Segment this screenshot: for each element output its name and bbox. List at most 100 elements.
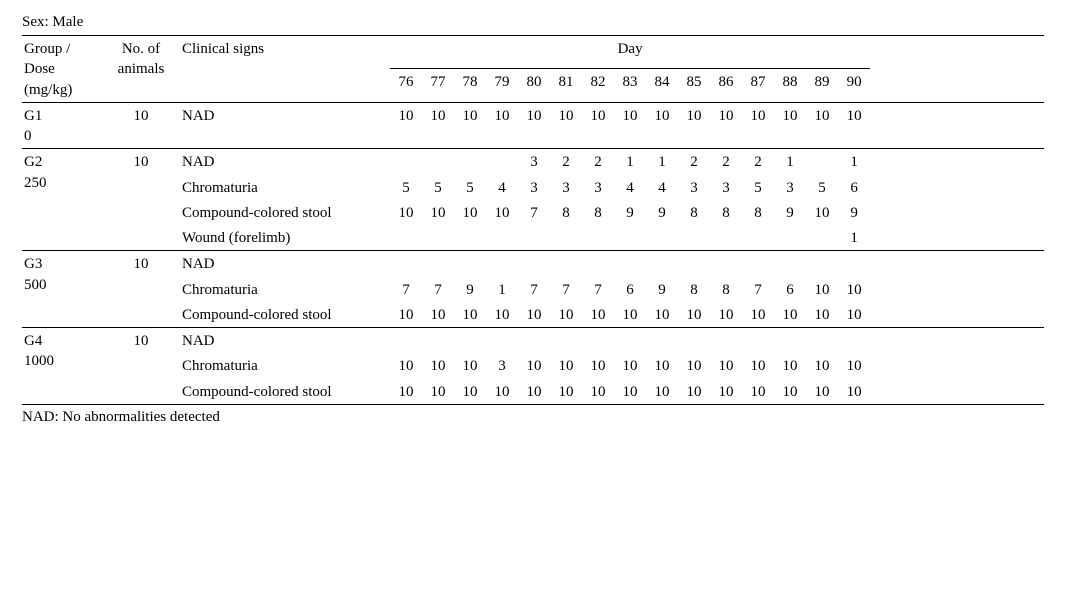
col-header-day-76: 76 [390, 69, 422, 102]
day-value: 1 [646, 149, 678, 175]
col-header-day-90: 90 [838, 69, 870, 102]
day-value: 10 [422, 379, 454, 405]
day-value: 10 [678, 302, 710, 328]
clinical-signs-table: Group /Dose(mg/kg)No. of animalsClinical… [22, 35, 1044, 405]
day-value: 10 [582, 102, 614, 149]
day-value: 10 [838, 302, 870, 328]
day-value: 10 [774, 379, 806, 405]
col-header-day-82: 82 [582, 69, 614, 102]
day-value: 10 [422, 102, 454, 149]
col-header-day-88: 88 [774, 69, 806, 102]
day-value: 10 [806, 379, 838, 405]
day-value [454, 225, 486, 251]
clinical-sign-label: Compound-colored stool [180, 379, 390, 405]
day-value: 6 [838, 175, 870, 200]
day-value: 7 [550, 277, 582, 302]
group-label: G10 [22, 102, 102, 149]
day-value: 10 [390, 302, 422, 328]
group-label: G3500 [22, 251, 102, 328]
day-value [486, 149, 518, 175]
day-value: 10 [838, 102, 870, 149]
day-value [710, 328, 742, 354]
day-value: 1 [838, 149, 870, 175]
clinical-sign-label: NAD [180, 328, 390, 354]
day-value [774, 251, 806, 277]
day-value [646, 328, 678, 354]
day-value: 10 [422, 200, 454, 225]
group-dose: 250 [24, 173, 100, 193]
footnote: NAD: No abnormalities detected [22, 407, 1044, 426]
col-header-clinical-signs: Clinical signs [180, 36, 390, 103]
clinical-sign-label: NAD [180, 149, 390, 175]
day-value: 10 [646, 302, 678, 328]
day-value: 1 [486, 277, 518, 302]
day-value: 10 [710, 102, 742, 149]
col-header-day: Day [390, 36, 870, 69]
day-value [614, 328, 646, 354]
day-value: 10 [550, 302, 582, 328]
day-value [838, 328, 870, 354]
day-value: 8 [550, 200, 582, 225]
day-value: 7 [422, 277, 454, 302]
day-value: 10 [390, 102, 422, 149]
day-value: 10 [646, 102, 678, 149]
day-value: 10 [614, 353, 646, 378]
day-value [582, 328, 614, 354]
day-value: 10 [806, 102, 838, 149]
day-value: 10 [838, 353, 870, 378]
day-value [710, 225, 742, 251]
day-value: 10 [582, 302, 614, 328]
day-value: 10 [486, 102, 518, 149]
group-n-animals: 10 [102, 251, 180, 328]
day-value: 10 [710, 379, 742, 405]
day-value: 10 [646, 353, 678, 378]
day-value [486, 225, 518, 251]
day-value: 10 [742, 102, 774, 149]
day-value [422, 225, 454, 251]
group-n-animals: 10 [102, 328, 180, 405]
col-header-day-86: 86 [710, 69, 742, 102]
day-value: 10 [838, 277, 870, 302]
day-value: 8 [678, 277, 710, 302]
day-value: 10 [806, 200, 838, 225]
day-value [806, 328, 838, 354]
day-value: 10 [614, 379, 646, 405]
day-value: 6 [774, 277, 806, 302]
clinical-sign-label: Chromaturia [180, 175, 390, 200]
day-value: 10 [422, 302, 454, 328]
day-value [806, 225, 838, 251]
col-header-group-dose: Group /Dose(mg/kg) [22, 36, 102, 103]
day-value: 10 [454, 302, 486, 328]
day-value [646, 225, 678, 251]
day-value [774, 328, 806, 354]
day-value: 2 [742, 149, 774, 175]
day-value: 10 [518, 353, 550, 378]
clinical-sign-label: Chromaturia [180, 277, 390, 302]
day-value: 7 [518, 277, 550, 302]
day-value [454, 251, 486, 277]
day-value: 10 [614, 102, 646, 149]
table-header: Group /Dose(mg/kg)No. of animalsClinical… [22, 36, 1044, 103]
day-value: 10 [550, 353, 582, 378]
table-body: G1010NAD101010101010101010101010101010G2… [22, 102, 1044, 404]
clinical-sign-label: Chromaturia [180, 353, 390, 378]
sex-label: Sex: Male [22, 14, 1044, 31]
day-value [518, 225, 550, 251]
col-header-day-77: 77 [422, 69, 454, 102]
group-id: G1 [24, 106, 100, 126]
day-value: 6 [614, 277, 646, 302]
day-value: 10 [614, 302, 646, 328]
day-value: 10 [742, 302, 774, 328]
hdr-group-line3: (mg/kg) [24, 80, 100, 100]
day-value [774, 225, 806, 251]
day-value: 3 [518, 175, 550, 200]
day-value [838, 251, 870, 277]
day-value [614, 225, 646, 251]
day-value [550, 251, 582, 277]
day-value: 10 [806, 277, 838, 302]
day-value: 8 [710, 277, 742, 302]
day-value: 4 [486, 175, 518, 200]
day-value: 8 [742, 200, 774, 225]
day-value: 7 [582, 277, 614, 302]
day-value [646, 251, 678, 277]
